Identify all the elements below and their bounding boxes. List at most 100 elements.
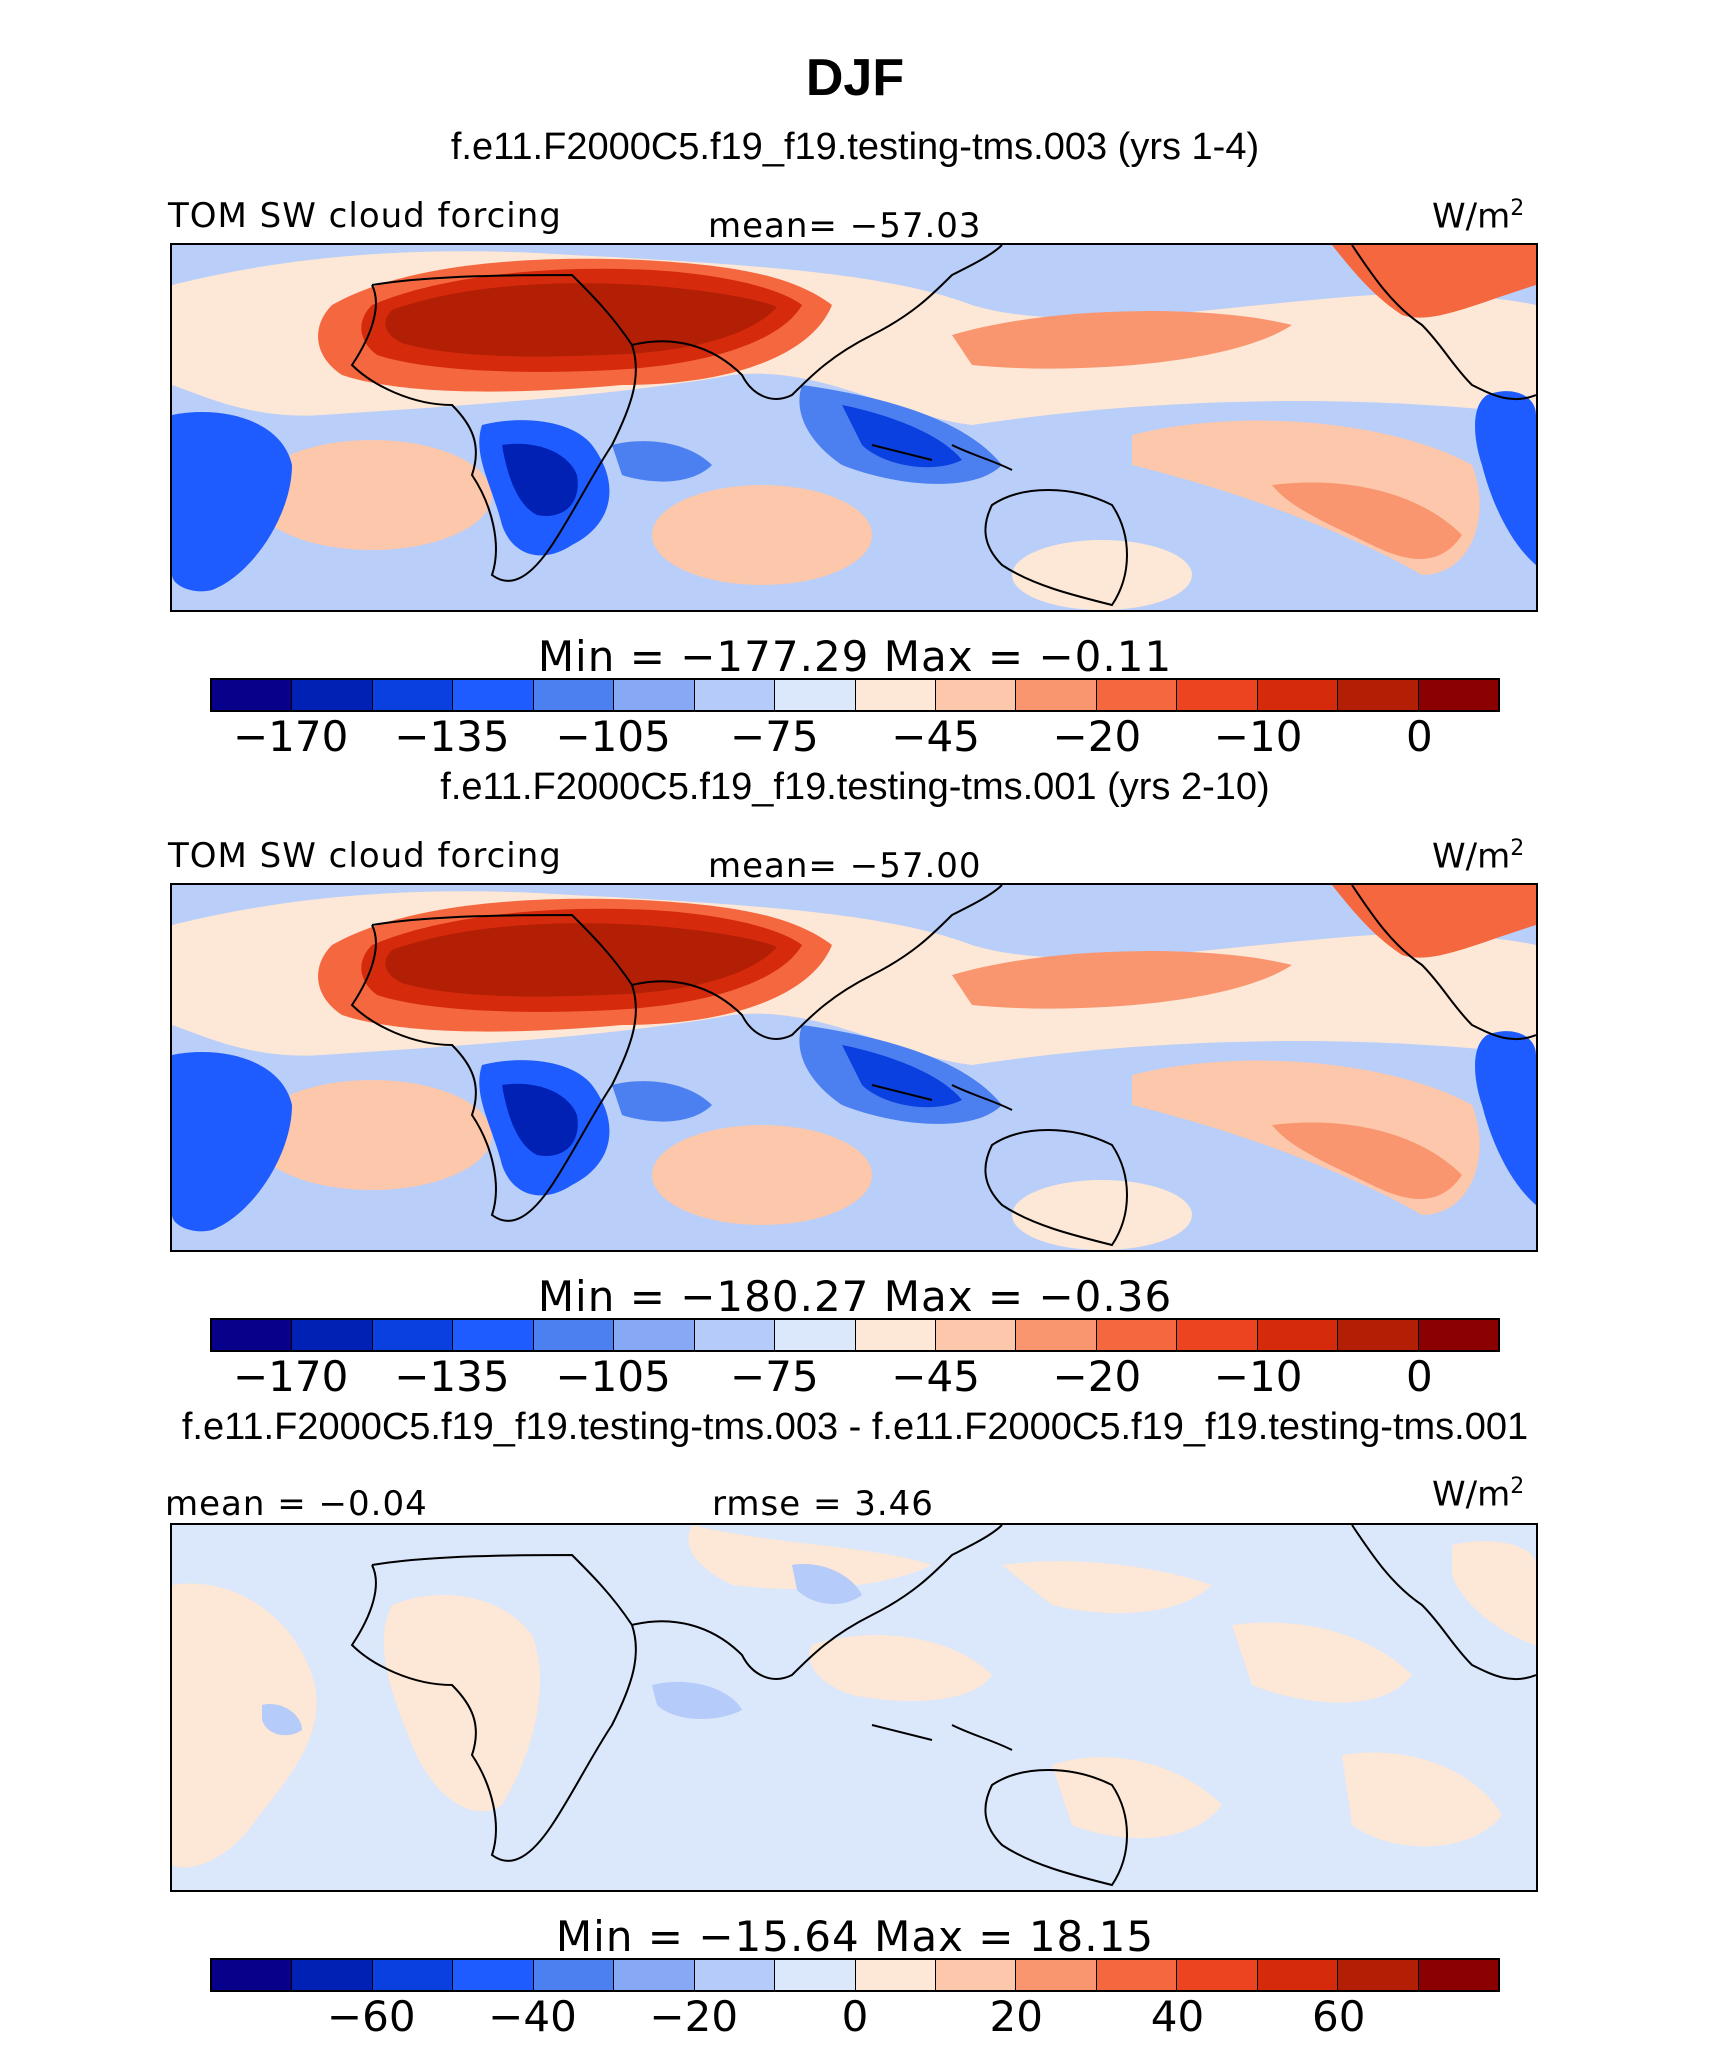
colorbar-tick-label: 0	[1406, 712, 1433, 761]
panel-1-mean-label: mean= −57.03	[708, 206, 982, 246]
colorbar-tick-label: 0	[1406, 1352, 1433, 1401]
colorbar-swatch	[614, 1320, 695, 1350]
panel-1-region	[842, 405, 962, 468]
colorbar-swatch	[1177, 680, 1258, 710]
panel-3-mean-label: mean = −0.04	[165, 1484, 428, 1524]
panel-1-region	[1332, 245, 1536, 318]
panel-2-region	[1332, 885, 1536, 958]
colorbar-tick-label: −170	[232, 712, 349, 761]
panel-2-map	[170, 883, 1538, 1252]
colorbar-swatch	[855, 680, 936, 710]
colorbar-swatch	[1177, 1960, 1258, 1990]
panel-2-colorbar	[210, 1318, 1500, 1352]
colorbar-swatch	[453, 1960, 534, 1990]
colorbar-swatch	[1257, 1960, 1339, 1990]
panel-1-coastlines	[350, 245, 1536, 607]
colorbar-swatch	[1338, 1960, 1419, 1990]
colorbar-swatch	[1338, 680, 1419, 710]
colorbar-swatch	[935, 680, 1017, 710]
colorbar-tick-label: −45	[891, 1352, 980, 1401]
panel-1-region	[1012, 540, 1192, 610]
colorbar-swatch	[935, 1320, 1017, 1350]
panel-2-region	[1272, 1122, 1462, 1199]
colorbar-swatch	[935, 1960, 1017, 1990]
panel-3-map	[170, 1523, 1538, 1892]
colorbar-tick-label: −40	[488, 1992, 577, 2041]
colorbar-swatch	[1418, 680, 1498, 710]
panel-1-colorbar	[210, 678, 1500, 712]
panel-1-map	[170, 243, 1538, 612]
panel-3-region	[652, 1681, 742, 1720]
panel-2-region	[1012, 1180, 1192, 1250]
colorbar-swatch	[372, 1960, 454, 1990]
colorbar-tick-label: −135	[394, 1352, 510, 1401]
panel-2-mean-label: mean= −57.00	[708, 846, 982, 886]
panel-2-region	[172, 1052, 292, 1232]
panel-3-colorbar	[210, 1958, 1500, 1992]
colorbar-tick-label: −10	[1213, 712, 1303, 761]
colorbar-swatch	[1418, 1960, 1498, 1990]
panel-2-variable-label: TOM SW cloud forcing	[168, 836, 562, 876]
colorbar-swatch	[1257, 1320, 1339, 1350]
panel-2-region	[652, 1125, 872, 1225]
panel-1-region	[385, 283, 777, 357]
panel-2-region	[612, 1081, 712, 1122]
panel-3-region	[688, 1525, 932, 1589]
colorbar-tick-label: −45	[891, 712, 980, 761]
panel-3-region	[1342, 1752, 1502, 1847]
colorbar-tick-label: −10	[1213, 1352, 1303, 1401]
panel-3-region	[383, 1595, 541, 1812]
colorbar-swatch	[292, 1960, 373, 1990]
colorbar-swatch	[855, 1320, 936, 1350]
panel-3-region	[1452, 1541, 1536, 1645]
colorbar-swatch	[1338, 1320, 1419, 1350]
panel-1-region	[252, 440, 492, 550]
colorbar-swatch	[453, 680, 534, 710]
panel-2-min-max: Min = −180.27 Max = −0.36	[537, 1272, 1173, 1321]
colorbar-swatch	[614, 680, 695, 710]
colorbar-swatch	[1257, 680, 1339, 710]
colorbar-swatch	[212, 680, 293, 710]
colorbar-tick-label: −20	[1052, 712, 1142, 761]
colorbar-swatch	[1016, 1960, 1097, 1990]
panel-2-region	[1475, 1031, 1536, 1205]
colorbar-tick-label: −60	[326, 1992, 416, 2041]
panel-2-units: W/m2	[1432, 836, 1525, 877]
colorbar-tick-label: −135	[394, 712, 510, 761]
colorbar-swatch	[533, 1320, 615, 1350]
colorbar-swatch	[453, 1320, 534, 1350]
colorbar-tick-label: 60	[1312, 1992, 1366, 2041]
colorbar-tick-label: 0	[841, 1992, 869, 2041]
panel-2-region	[952, 951, 1292, 1009]
panel-2-region	[385, 923, 777, 997]
panel-2-colorbar-ticks: −170 −135 −105 −75 −45 −20 −10 0	[0, 1352, 1710, 1402]
colorbar-swatch	[775, 1960, 856, 1990]
panel-3-region	[792, 1564, 862, 1605]
colorbar-swatch	[372, 680, 454, 710]
colorbar-tick-label: −20	[649, 1992, 739, 2041]
panel-2-coastlines	[350, 885, 1536, 1247]
colorbar-swatch	[1096, 680, 1178, 710]
panel-1-region	[612, 441, 712, 482]
panel-3-region	[262, 1704, 302, 1736]
colorbar-tick-label: −105	[555, 1352, 671, 1401]
panel-1-variable-label: TOM SW cloud forcing	[168, 196, 562, 236]
colorbar-tick-label: −105	[555, 712, 671, 761]
panel-1-region	[172, 412, 292, 592]
panel-1-region	[1475, 391, 1536, 565]
panel-1-region	[952, 311, 1292, 369]
page-title: DJF	[805, 49, 905, 107]
colorbar-swatch	[1016, 680, 1097, 710]
panel-3-rmse-label: rmse = 3.46	[712, 1484, 934, 1524]
colorbar-tick-label: 40	[1150, 1992, 1205, 2041]
panel-1-min-max: Min = −177.29 Max = −0.11	[537, 632, 1173, 681]
colorbar-tick-label: −75	[730, 1352, 819, 1401]
colorbar-tick-label: −20	[1052, 1352, 1142, 1401]
panel-3-region	[809, 1635, 992, 1701]
colorbar-swatch	[775, 680, 856, 710]
colorbar-swatch	[372, 1320, 454, 1350]
colorbar-swatch	[292, 680, 373, 710]
panel-3-min-max: Min = −15.64 Max = 18.15	[555, 1912, 1155, 1961]
panel-3-colorbar-ticks: −60 −40 −20 0 20 40 60	[0, 1992, 1710, 2042]
colorbar-swatch	[694, 680, 776, 710]
